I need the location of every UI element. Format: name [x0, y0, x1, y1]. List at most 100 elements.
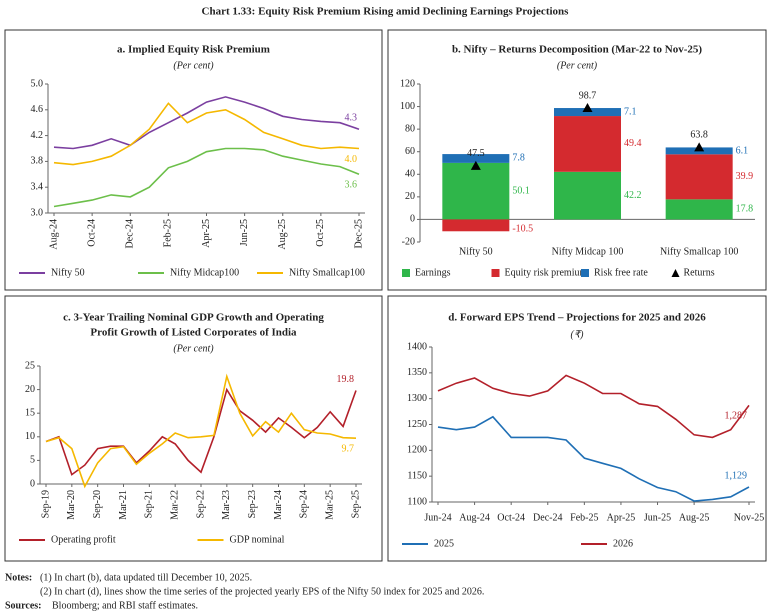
legend-label: 2025: [434, 538, 454, 549]
y-tick-label: 1300: [407, 393, 427, 404]
y-tick-label: 10: [25, 431, 35, 442]
data-label: 7.8: [512, 152, 525, 163]
y-tick-label: 1400: [407, 341, 427, 352]
legend-label: GDP nominal: [230, 534, 285, 545]
panel-frame: [387, 29, 767, 291]
x-tick-label: Nifty Midcap 100: [552, 246, 624, 257]
chart-subtitle: (Per cent): [173, 343, 214, 354]
x-tick-label: Oct-25: [315, 219, 326, 247]
x-tick-label: Nov-25: [734, 512, 765, 523]
note: (1) In chart (b), data updated till Dece…: [40, 572, 252, 583]
x-tick-label: Sep-19: [40, 490, 51, 518]
y-tick-label: 3.0: [31, 207, 44, 218]
line: [45, 373, 357, 489]
panel-frame: [4, 295, 383, 562]
sources: Bloomberg; and RBI staff estimates.: [52, 600, 198, 611]
data-label: 50.1: [512, 185, 530, 196]
legend-label: Equity risk premium: [505, 267, 588, 278]
y-tick-label: 3.4: [31, 181, 44, 192]
data-label: 17.8: [736, 204, 754, 215]
y-tick-label: 25: [25, 360, 35, 371]
data-label: 7.1: [624, 106, 637, 117]
legend-swatch: [671, 269, 680, 277]
x-tick-label: Apr-25: [201, 219, 212, 248]
data-label: 19.8: [337, 374, 355, 385]
x-tick-label: Dec-25: [353, 219, 364, 248]
legend-label: Nifty Smallcap100: [289, 267, 365, 278]
sources-label: Sources:: [5, 600, 41, 611]
chart-title: c. 3-Year Trailing Nominal GDP Growth an…: [63, 312, 324, 324]
chart-title: b. Nifty – Returns Decomposition (Mar-22…: [452, 44, 702, 56]
x-tick-label: Nifty Smallcap 100: [660, 246, 738, 257]
legend-label: Nifty 50: [51, 267, 85, 278]
legend-label: Nifty Midcap100: [170, 267, 239, 278]
x-tick-label: Aug-25: [679, 512, 710, 523]
panel-frame: [4, 29, 383, 291]
y-tick-label: 1350: [407, 367, 427, 378]
x-tick-label: Oct-24: [497, 512, 525, 523]
y-tick-label: 120: [400, 78, 415, 89]
x-tick-label: Mar-25: [324, 490, 335, 520]
data-label: 9.7: [342, 444, 355, 455]
x-tick-label: Aug-24: [459, 512, 490, 523]
x-tick-label: Jun-25: [239, 219, 250, 246]
legend-label: 2026: [613, 538, 633, 549]
data-label: 98.7: [579, 90, 597, 101]
x-tick-label: Sep-20: [92, 490, 103, 518]
data-label: 6.1: [736, 146, 749, 157]
data-label: 49.4: [624, 138, 642, 149]
line: [437, 374, 750, 439]
note: (2) In chart (d), lines show the time se…: [40, 586, 484, 597]
y-tick-label: 15: [25, 407, 35, 418]
y-tick-label: 5.0: [31, 78, 44, 89]
bar-segment: [554, 171, 621, 220]
bar-segment: [442, 154, 510, 163]
x-tick-label: Sep-25: [350, 490, 361, 518]
y-tick-label: 20: [25, 384, 35, 395]
data-label: 1,129: [725, 470, 748, 481]
data-label: 1,287: [725, 411, 748, 422]
notes-label: Notes:: [5, 572, 32, 583]
chart-subtitle: (₹): [570, 329, 584, 340]
y-tick-label: 100: [400, 101, 415, 112]
x-tick-label: Apr-25: [607, 512, 636, 523]
data-label: 42.2: [624, 190, 642, 201]
x-tick-label: Oct-24: [86, 219, 97, 247]
data-label: 4.0: [345, 154, 358, 165]
bar-segment: [554, 108, 621, 117]
x-tick-label: Sep-23: [247, 490, 258, 518]
line: [437, 415, 750, 502]
data-label: 39.9: [736, 171, 754, 182]
legend-swatch: [402, 269, 410, 277]
panel-frame: [387, 295, 767, 562]
chart-title: a. Implied Equity Risk Premium: [117, 44, 270, 56]
x-tick-label: Feb-25: [570, 512, 598, 523]
y-tick-label: 1250: [407, 419, 427, 430]
line: [45, 387, 357, 476]
figure-title: Chart 1.33: Equity Risk Premium Rising a…: [202, 6, 570, 18]
y-tick-label: 60: [405, 146, 415, 157]
x-tick-label: Dec-24: [125, 219, 136, 248]
x-tick-label: Mar-24: [273, 490, 284, 520]
line: [53, 147, 360, 208]
x-tick-label: Mar-22: [169, 490, 180, 520]
x-tick-label: Feb-25: [163, 219, 174, 247]
x-tick-label: Nifty 50: [459, 246, 493, 257]
data-label: 4.3: [345, 112, 358, 123]
data-label: 63.8: [690, 130, 708, 141]
x-tick-label: Sep-22: [195, 490, 206, 518]
y-tick-label: 5: [30, 455, 35, 466]
legend-label: Returns: [684, 267, 715, 278]
chart-title: d. Forward EPS Trend – Projections for 2…: [448, 312, 706, 324]
y-tick-label: 40: [405, 169, 415, 180]
legend-swatch: [581, 269, 589, 277]
legend-swatch: [491, 269, 500, 277]
x-tick-label: Aug-24: [48, 219, 59, 250]
y-tick-label: 20: [405, 191, 415, 202]
x-tick-label: Aug-25: [277, 219, 288, 250]
bar-segment: [442, 219, 510, 232]
x-tick-label: Mar-20: [66, 490, 77, 520]
x-tick-label: Dec-24: [533, 512, 562, 523]
chart-subtitle: (Per cent): [557, 60, 598, 71]
y-tick-label: 0: [30, 478, 35, 489]
